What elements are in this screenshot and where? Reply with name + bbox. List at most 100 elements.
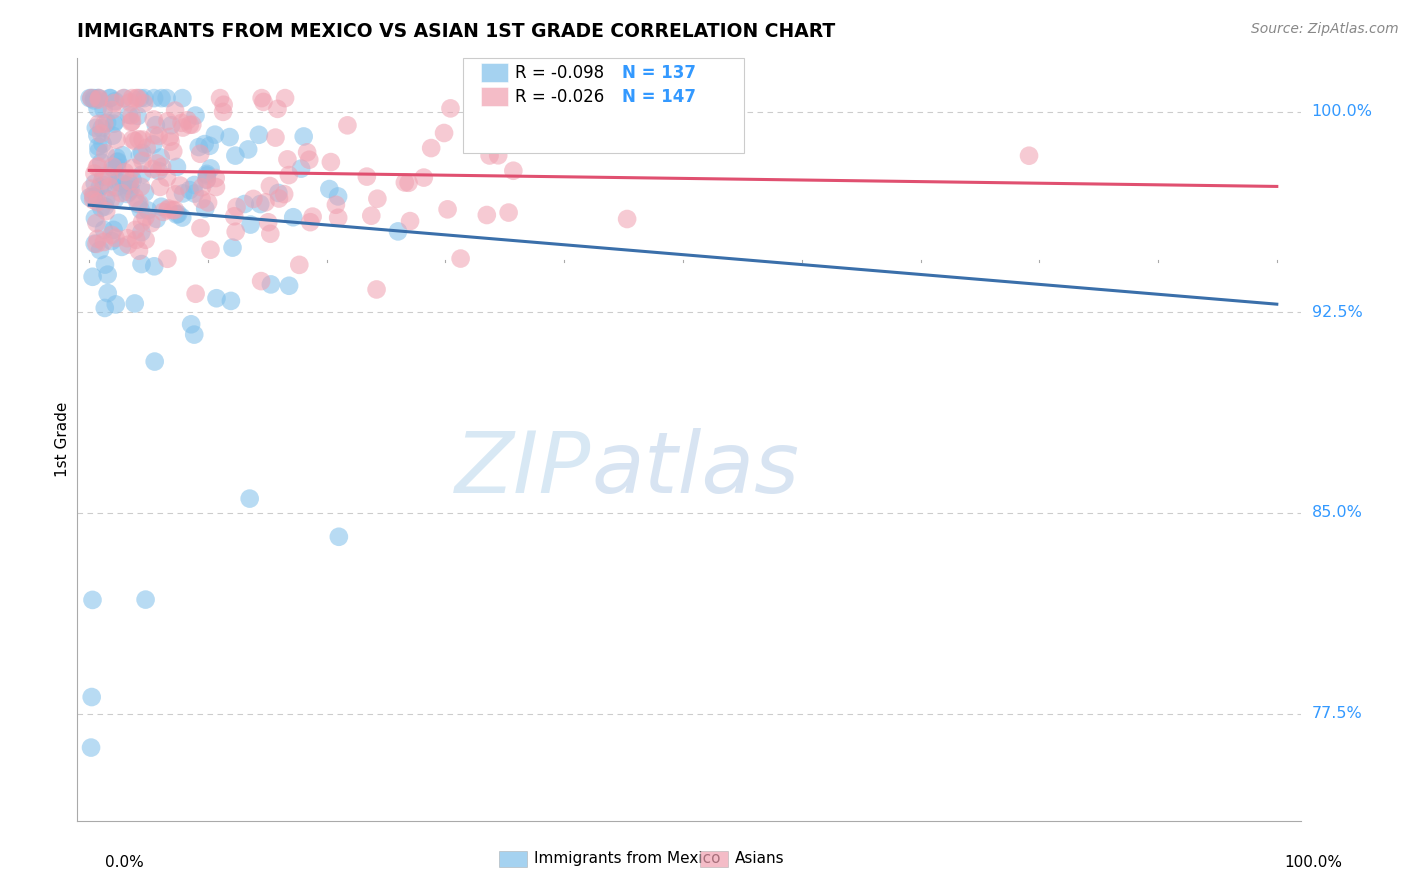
Point [360,209,382,223]
Point [242,192,264,206]
Point [260,277,283,292]
Point [100,227,122,242]
Point [224,209,246,223]
Point [239,491,262,506]
Point [135,233,157,247]
Point [110,186,132,200]
Point [86,161,108,175]
Point [118,185,141,199]
Point [97,268,120,282]
Point [187,140,209,154]
Point [80,690,103,704]
Text: R = -0.098: R = -0.098 [515,64,605,82]
Point [131,168,153,182]
Point [79,190,101,204]
Point [118,174,141,188]
Point [267,192,290,206]
Point [172,91,194,105]
Point [129,202,152,217]
Point [366,192,388,206]
Point [104,192,127,206]
Point [118,95,141,110]
Point [163,202,186,217]
Point [195,167,218,181]
Point [233,197,256,211]
Point [84,120,107,135]
Point [96,115,118,129]
Point [146,156,169,170]
Point [150,160,173,174]
Point [103,117,125,131]
Point [225,225,247,239]
Point [250,91,273,105]
Point [166,208,188,222]
Point [450,252,472,266]
Point [80,740,103,755]
Point [134,186,156,200]
Text: N = 147: N = 147 [621,88,696,106]
Point [145,211,167,226]
Point [194,137,217,152]
Point [124,296,146,310]
Point [277,168,299,182]
Point [134,91,156,105]
Y-axis label: 1st Grade: 1st Grade [55,401,70,477]
Point [247,128,270,142]
Point [212,104,235,119]
Point [128,132,150,146]
Point [103,96,125,111]
Point [87,139,110,153]
Point [118,108,141,122]
Point [326,189,349,203]
Point [105,155,128,169]
Point [86,128,108,143]
Point [124,190,146,204]
Point [420,141,443,155]
Point [131,132,153,146]
Point [205,291,228,305]
Point [121,91,143,105]
Point [96,192,118,206]
Point [87,93,110,107]
Point [162,202,184,217]
Point [195,169,218,183]
Point [90,127,112,141]
Point [128,148,150,162]
Point [152,205,174,219]
Point [79,91,101,105]
Point [111,148,134,162]
Point [183,327,205,342]
Point [155,91,177,105]
Point [91,174,114,188]
Point [98,180,121,194]
Point [89,243,111,257]
Point [197,195,219,210]
Point [439,101,461,115]
Point [288,258,311,272]
FancyBboxPatch shape [481,87,508,106]
Point [616,212,638,227]
Point [107,216,129,230]
Point [259,179,281,194]
Point [125,233,148,247]
Point [118,176,141,190]
Point [131,257,153,271]
Point [148,164,170,178]
Point [121,132,143,146]
Point [93,235,115,249]
Text: 92.5%: 92.5% [1312,305,1362,319]
Point [145,118,167,132]
Point [127,91,149,105]
Point [183,186,205,201]
Point [105,175,128,189]
Point [366,283,388,297]
Point [87,91,110,105]
Text: atlas: atlas [591,428,799,511]
Point [87,145,110,159]
Point [115,186,138,201]
Point [298,153,321,167]
Point [205,180,228,194]
Point [124,134,146,148]
Point [195,173,218,187]
Point [87,117,110,131]
